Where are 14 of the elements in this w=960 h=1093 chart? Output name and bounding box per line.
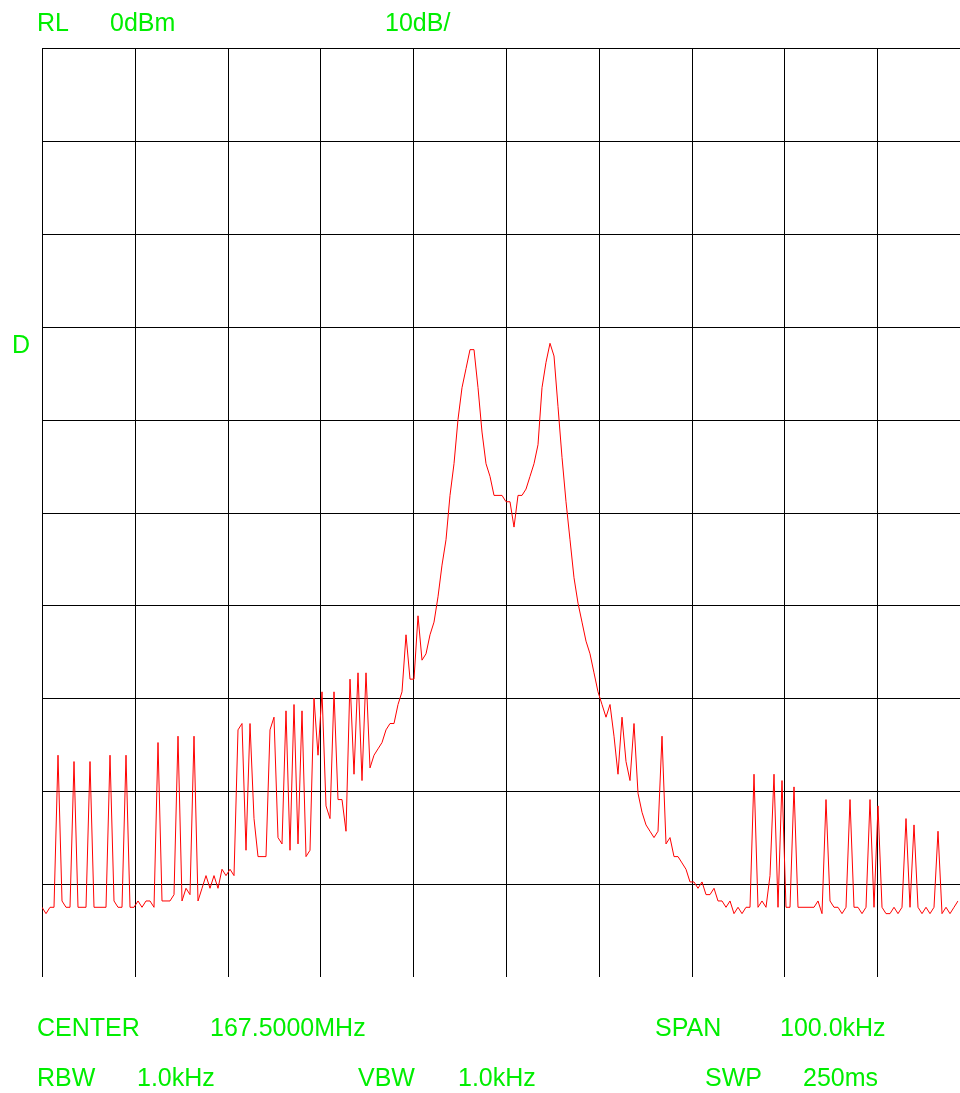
text: 10dB/ [385, 8, 451, 36]
text: 1.0kHz [458, 1063, 536, 1091]
text: 0dBm [110, 8, 176, 36]
text: SPAN [655, 1013, 722, 1041]
text: 250ms [803, 1063, 879, 1091]
text: 1.0kHz [137, 1063, 215, 1091]
text: D [12, 330, 31, 358]
text: 167.5000MHz [210, 1013, 366, 1041]
text: SWP [705, 1063, 762, 1091]
text: RBW [37, 1063, 96, 1091]
text: CENTER [37, 1013, 140, 1041]
text: RL [37, 8, 69, 36]
text: 100.0kHz [780, 1013, 886, 1041]
text: VBW [358, 1063, 415, 1091]
